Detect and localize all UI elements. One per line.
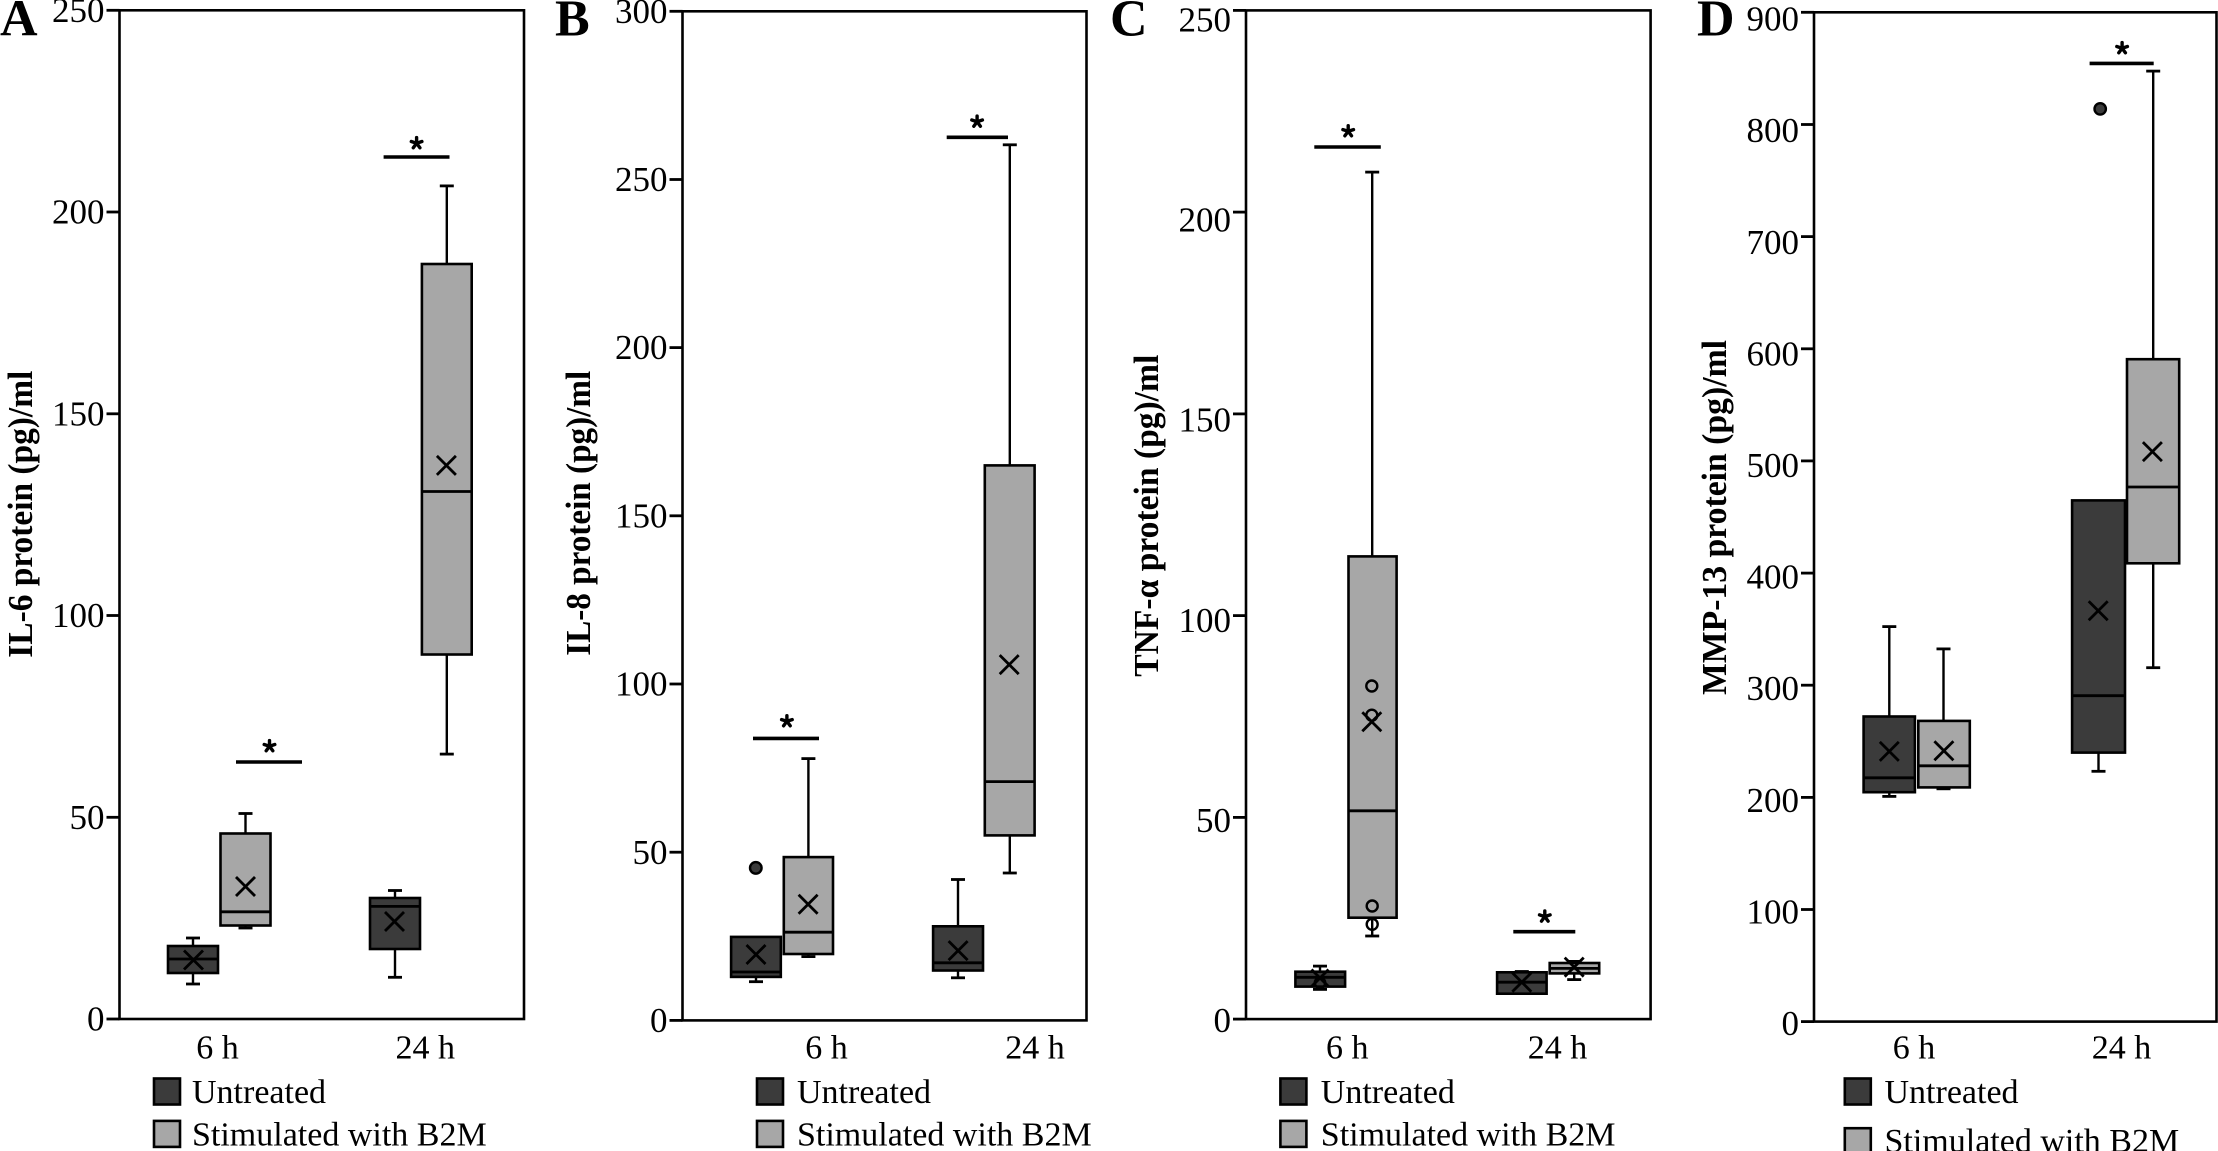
svg-text:400: 400	[1747, 558, 1800, 597]
svg-text:300: 300	[615, 0, 668, 31]
svg-text:Stimulated with B2M: Stimulated with B2M	[192, 1117, 487, 1151]
svg-text:50: 50	[633, 833, 668, 872]
svg-text:150: 150	[1179, 401, 1232, 440]
svg-text:B: B	[555, 0, 590, 48]
svg-text:Untreated: Untreated	[1321, 1074, 1455, 1111]
svg-text:100: 100	[52, 596, 105, 635]
svg-text:150: 150	[52, 394, 105, 433]
svg-text:200: 200	[1179, 201, 1232, 240]
svg-text:50: 50	[70, 798, 105, 837]
svg-text:700: 700	[1747, 223, 1800, 262]
svg-text:A: A	[0, 0, 38, 48]
svg-text:0: 0	[1214, 1001, 1232, 1040]
svg-text:300: 300	[1747, 669, 1800, 708]
svg-text:800: 800	[1747, 111, 1800, 150]
svg-text:TNF-α protein (pg)/ml: TNF-α protein (pg)/ml	[1127, 354, 1166, 676]
svg-text:24 h: 24 h	[2092, 1030, 2152, 1067]
svg-text:6 h: 6 h	[1326, 1030, 1369, 1067]
svg-text:50: 50	[1196, 801, 1231, 840]
svg-text:Untreated: Untreated	[1885, 1074, 2019, 1111]
svg-text:100: 100	[1747, 892, 1800, 931]
svg-text:500: 500	[1747, 446, 1800, 485]
svg-text:100: 100	[615, 665, 668, 704]
svg-text:200: 200	[1747, 781, 1800, 820]
svg-text:6 h: 6 h	[1893, 1030, 1936, 1067]
svg-text:600: 600	[1747, 334, 1800, 373]
svg-text:IL-6 protein (pg)/ml: IL-6 protein (pg)/ml	[1, 370, 40, 657]
svg-text:250: 250	[615, 160, 668, 199]
svg-text:200: 200	[615, 328, 668, 367]
svg-text:Stimulated with B2M: Stimulated with B2M	[1321, 1117, 1616, 1151]
svg-text:150: 150	[615, 496, 668, 535]
svg-text:Untreated: Untreated	[797, 1074, 931, 1111]
svg-text:900: 900	[1747, 0, 1800, 39]
svg-text:250: 250	[1179, 0, 1232, 39]
svg-text:100: 100	[1179, 601, 1232, 640]
svg-text:6 h: 6 h	[196, 1030, 239, 1067]
svg-text:24 h: 24 h	[395, 1030, 455, 1067]
svg-text:Stimulated with B2M: Stimulated with B2M	[797, 1117, 1092, 1151]
svg-text:D: D	[1697, 0, 1735, 48]
svg-text:Untreated: Untreated	[192, 1074, 326, 1111]
svg-text:0: 0	[1782, 1004, 1800, 1043]
svg-text:IL-8 protein (pg)/ml: IL-8 protein (pg)/ml	[559, 371, 598, 656]
svg-text:0: 0	[87, 1000, 105, 1039]
svg-text:24 h: 24 h	[1005, 1030, 1065, 1067]
svg-text:C: C	[1110, 0, 1148, 48]
svg-text:250: 250	[52, 0, 105, 30]
svg-text:MMP-13 protein (pg)/ml: MMP-13 protein (pg)/ml	[1695, 340, 1734, 695]
svg-text:200: 200	[52, 193, 105, 232]
svg-text:6 h: 6 h	[805, 1030, 848, 1067]
svg-text:0: 0	[650, 1001, 668, 1040]
svg-text:Stimulated with B2M: Stimulated with B2M	[1885, 1123, 2180, 1151]
svg-text:24 h: 24 h	[1528, 1030, 1588, 1067]
